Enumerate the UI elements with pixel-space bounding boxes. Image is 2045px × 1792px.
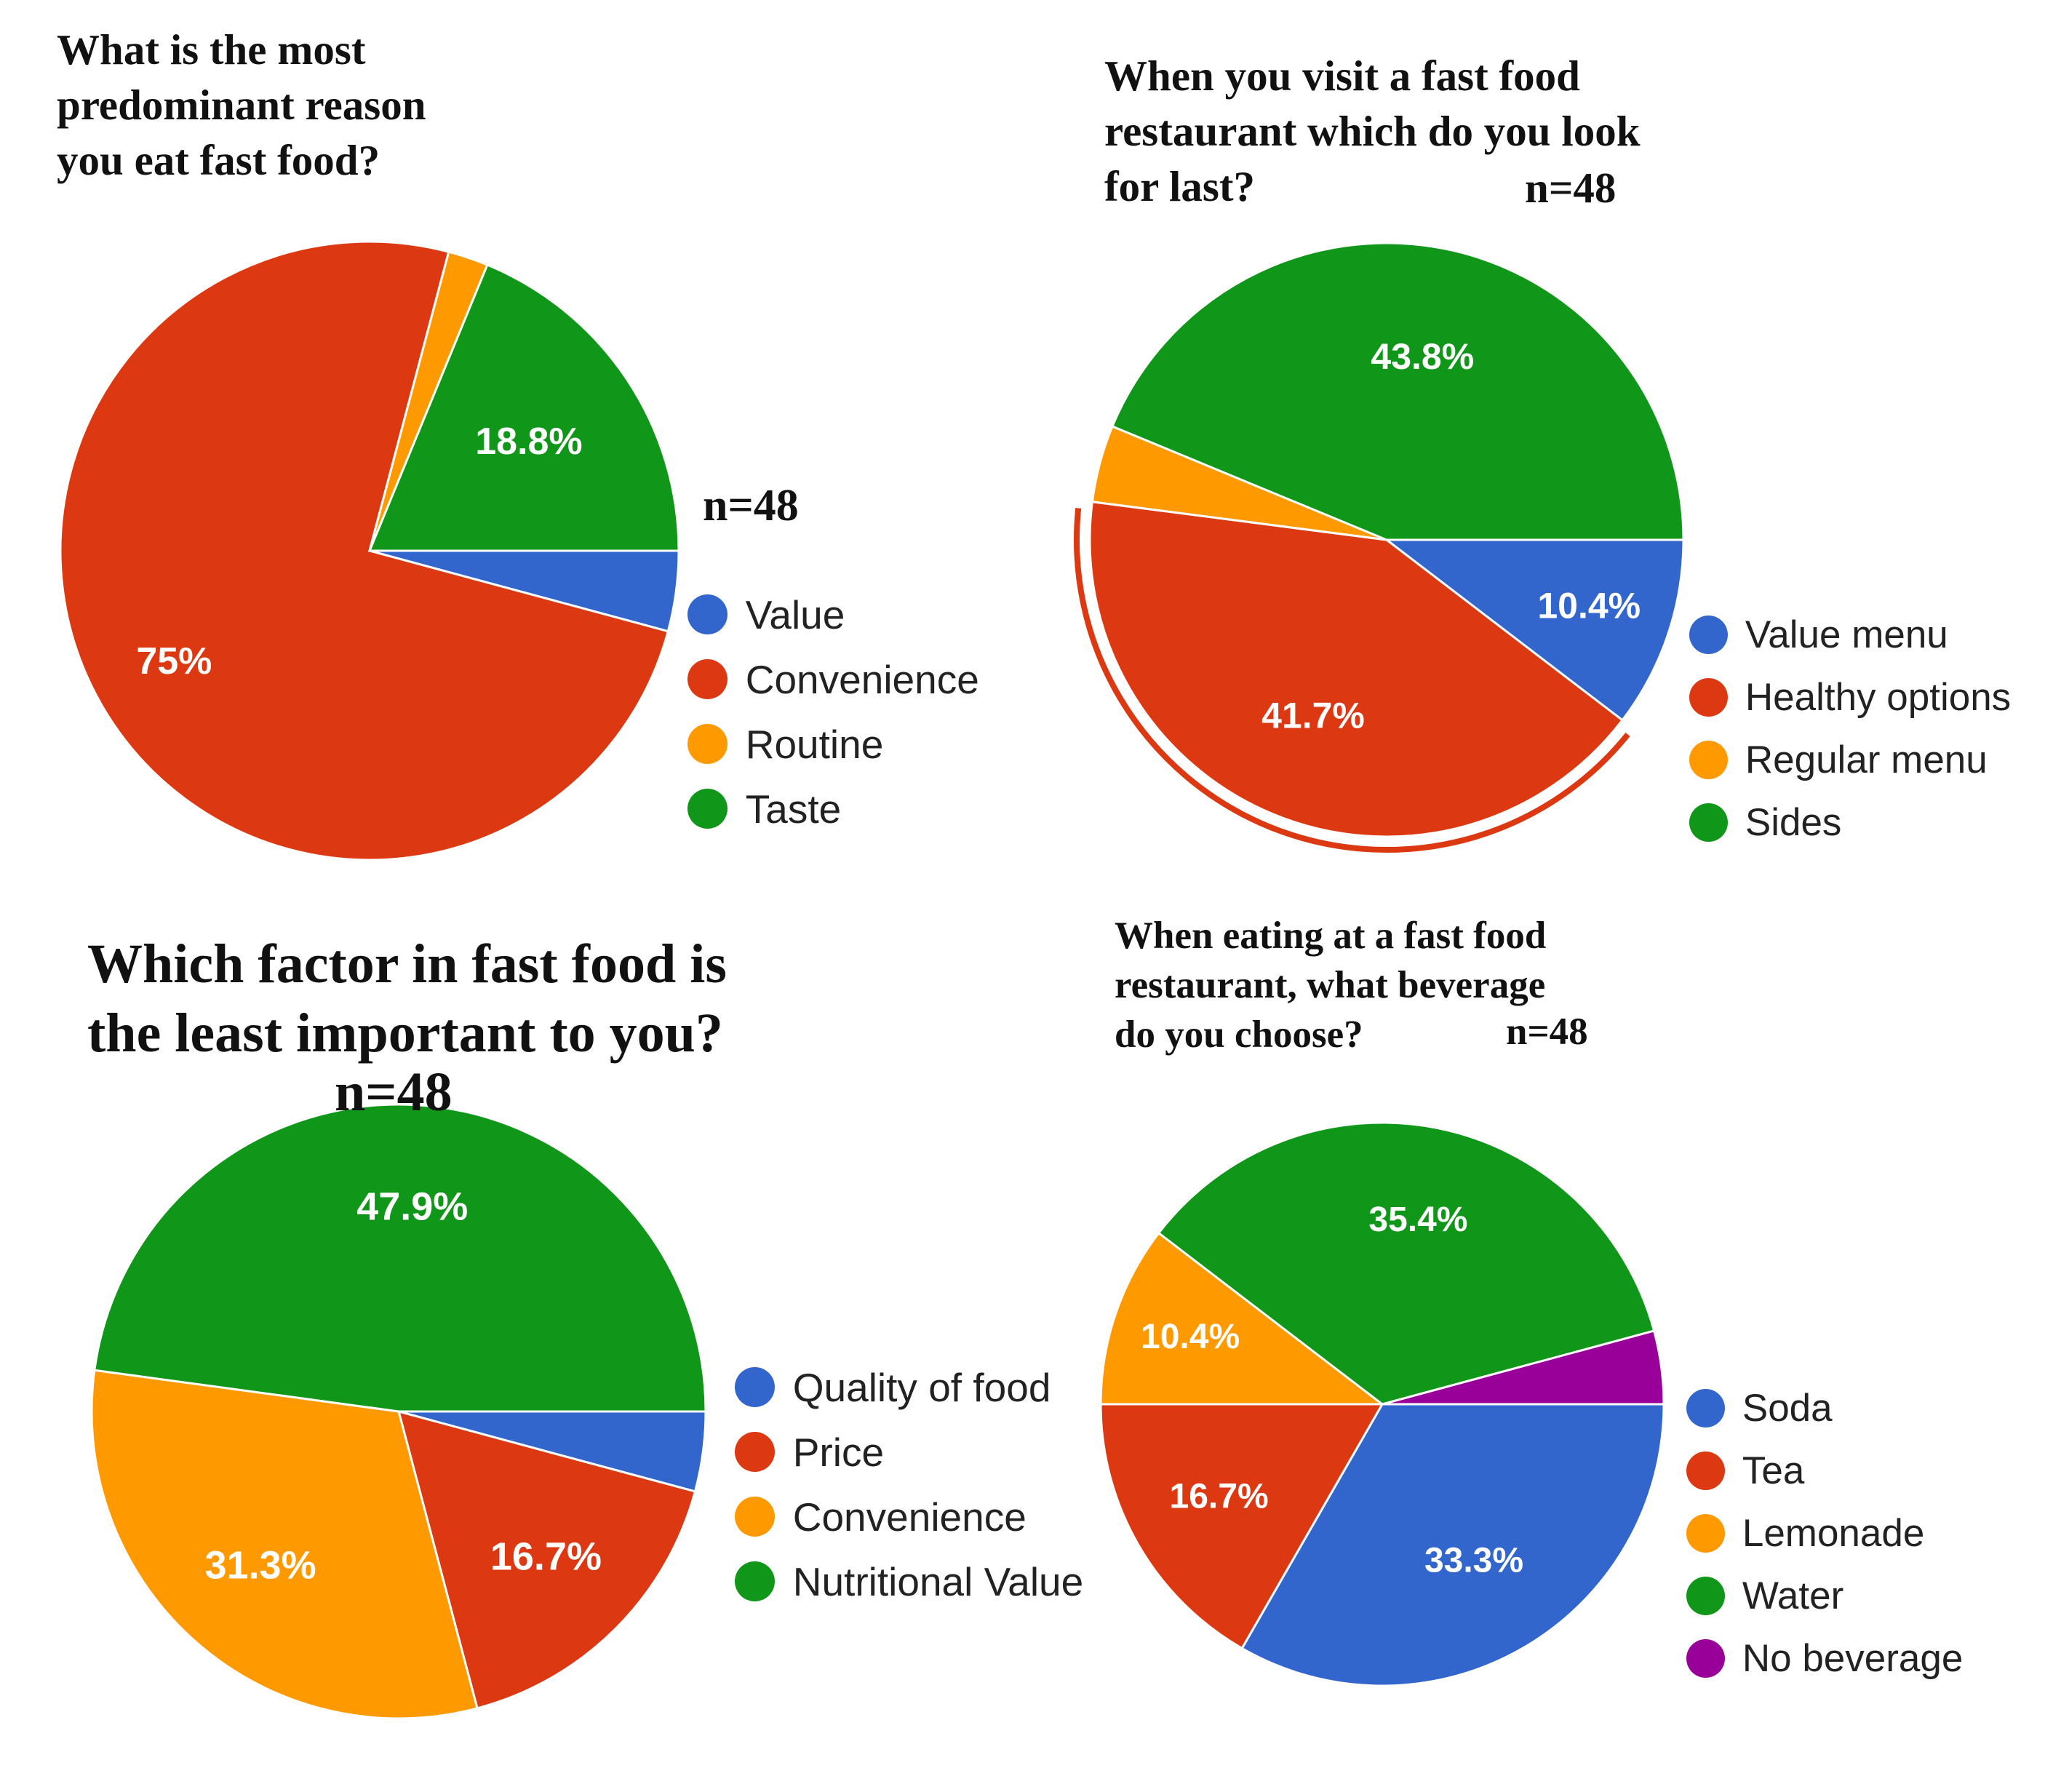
chart-1-legend: Value Convenience Routine Taste: [687, 582, 979, 841]
pie-chart-3: 16.7% 31.3% 47.9%: [90, 1103, 707, 1720]
slice-data-label: 18.8%: [475, 421, 582, 463]
chart-4-legend: Soda Tea Lemonade Water No beverage: [1686, 1377, 1963, 1689]
chart-1-sample-size: n=48: [703, 481, 799, 530]
legend-label: Healthy options: [1745, 676, 2012, 720]
pie-chart-2: 10.4% 41.7% 43.8%: [1074, 242, 1685, 853]
pie-slice-healthy-options: [1088, 500, 1625, 838]
legend-label: Regular menu: [1745, 738, 1988, 782]
slice-data-label: 16.7%: [1170, 1478, 1269, 1516]
legend-label: Convenience: [745, 656, 979, 702]
legend-swatch: [687, 659, 727, 700]
legend-swatch: [1689, 741, 1728, 780]
legend-item: Price: [735, 1419, 1083, 1484]
slice-data-label: 75%: [136, 640, 212, 682]
legend-swatch: [687, 594, 727, 635]
legend-item: Routine: [687, 712, 979, 776]
legend-swatch: [1689, 678, 1728, 717]
legend-item: No beverage: [1686, 1627, 1963, 1689]
legend-swatch: [1686, 1638, 1725, 1678]
chart-4-sample-size: n=48: [1506, 1011, 1588, 1053]
pie-slice-lemonade: [1099, 1231, 1386, 1406]
pie-slice-soda: [1240, 1403, 1665, 1687]
legend-label: Value: [745, 592, 845, 637]
legend-item: Tea: [1686, 1440, 1963, 1502]
legend-item: Value: [687, 582, 979, 647]
legend-swatch: [1689, 616, 1728, 655]
legend-label: Lemonade: [1742, 1512, 1925, 1556]
slice-data-label: 16.7%: [490, 1535, 602, 1579]
legend-label: Routine: [745, 721, 884, 767]
legend-item: Regular menu: [1689, 729, 2011, 792]
legend-item: Nutritional Value: [735, 1549, 1083, 1614]
slice-data-label: 33.3%: [1424, 1541, 1523, 1580]
legend-swatch: [1689, 803, 1728, 842]
legend-swatch: [735, 1432, 775, 1473]
pie-slice-convenience: [90, 1369, 479, 1720]
chart-3-legend: Quality of food Price Convenience Nutrition…: [735, 1355, 1083, 1614]
pie-slice-value-menu: [1383, 538, 1685, 722]
legend-item: Lemonade: [1686, 1502, 1963, 1565]
legend-label: Quality of food: [792, 1364, 1051, 1410]
legend-item: Value menu: [1689, 604, 2011, 666]
chart-3-sample-size: n=48: [335, 1062, 453, 1123]
chart-1-title: What is the most predominant reason you …: [57, 25, 426, 184]
legend-label: Price: [792, 1429, 885, 1475]
pie-slice-sides: [1111, 242, 1685, 541]
legend-label: No beverage: [1742, 1636, 1964, 1680]
legend-label: Sides: [1745, 801, 1842, 844]
legend-swatch: [735, 1561, 775, 1602]
slice-data-label: 10.4%: [1537, 585, 1641, 626]
legend-swatch: [687, 724, 727, 765]
pie-slice-water: [1157, 1121, 1656, 1406]
legend-item: Water: [1686, 1565, 1963, 1628]
slice-highlight-ring: [1074, 508, 1630, 853]
legend-item: Convenience: [687, 647, 979, 712]
chart-2-legend: Value menu Healthy options Regular menu Sid…: [1689, 604, 2011, 853]
pie-slice-taste: [367, 263, 680, 552]
pie-slice-no-beverage: [1382, 1329, 1665, 1406]
legend-item: Healthy options: [1689, 666, 2011, 729]
legend-swatch: [1686, 1451, 1725, 1491]
legend-label: Value menu: [1745, 613, 1948, 657]
slice-data-label: 35.4%: [1368, 1200, 1467, 1239]
legend-label: Water: [1742, 1574, 1844, 1617]
legend-item: Sides: [1689, 792, 2011, 854]
legend-swatch: [1686, 1577, 1725, 1615]
legend-item: Convenience: [735, 1484, 1083, 1549]
legend-label: Soda: [1742, 1387, 1833, 1430]
chart-3-title: Which factor in fast food is the least i…: [87, 933, 727, 1064]
legend-swatch: [1686, 1514, 1725, 1553]
pie-slice-nutritional-value: [93, 1103, 707, 1413]
chart-2-sample-size: n=48: [1525, 164, 1617, 212]
slice-data-label: 43.8%: [1371, 336, 1474, 377]
slice-data-label: 41.7%: [1261, 695, 1365, 736]
legend-label: Taste: [745, 786, 842, 832]
legend-item: Soda: [1686, 1377, 1963, 1440]
pie-chart-4: 33.3% 16.7% 10.4% 35.4%: [1099, 1121, 1665, 1687]
legend-label: Convenience: [792, 1494, 1027, 1540]
legend-swatch: [687, 789, 727, 829]
pie-slice-price: [396, 1409, 697, 1710]
legend-swatch: [735, 1367, 775, 1408]
slice-data-label: 10.4%: [1141, 1318, 1240, 1356]
legend-label: Tea: [1742, 1449, 1805, 1493]
legend-swatch: [1686, 1389, 1725, 1428]
slice-data-label: 31.3%: [204, 1543, 316, 1587]
legend-swatch: [735, 1497, 775, 1537]
legend-label: Nutritional Value: [792, 1558, 1084, 1604]
chart-4-title: When eating at a fast food restaurant, w…: [1115, 915, 1547, 1056]
legend-item: Taste: [687, 776, 979, 841]
slice-data-label: 47.9%: [356, 1184, 468, 1228]
pie-chart-1: 75% 18.8%: [59, 240, 680, 861]
legend-item: Quality of food: [735, 1355, 1083, 1419]
chart-2-title: When you visit a fast food restaurant wh…: [1104, 52, 1641, 210]
pie-slice-convenience: [59, 240, 670, 861]
pie-slice-tea: [1099, 1403, 1384, 1650]
